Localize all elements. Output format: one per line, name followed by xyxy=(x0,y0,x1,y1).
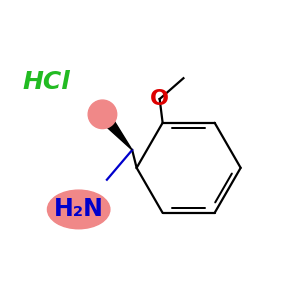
Text: O: O xyxy=(150,89,169,109)
Circle shape xyxy=(88,100,117,129)
Ellipse shape xyxy=(47,190,110,229)
Polygon shape xyxy=(98,110,132,150)
Text: H₂N: H₂N xyxy=(54,197,104,221)
Text: HCl: HCl xyxy=(22,70,70,94)
